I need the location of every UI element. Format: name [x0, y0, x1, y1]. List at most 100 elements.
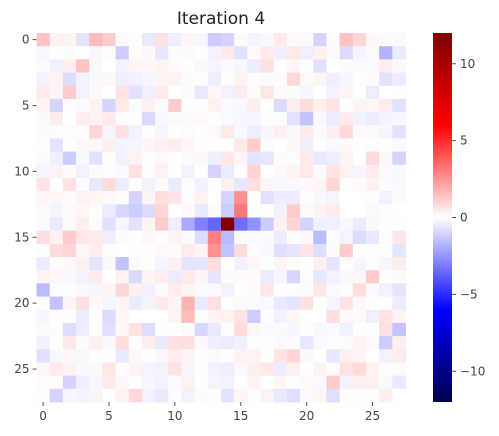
- x-tick-label: 0: [39, 409, 47, 423]
- heatmap-cell: [352, 204, 367, 218]
- heatmap-cell: [115, 125, 130, 139]
- heatmap-cell: [62, 230, 77, 245]
- heatmap-cell: [102, 85, 116, 100]
- heatmap-cell: [194, 217, 209, 232]
- heatmap-cell: [36, 336, 51, 350]
- heatmap-cell: [36, 151, 51, 166]
- heatmap-cell: [76, 85, 90, 100]
- heatmap-cell: [141, 322, 156, 337]
- heatmap-cell: [49, 336, 64, 350]
- heatmap-cell: [352, 177, 367, 192]
- heatmap-cell: [260, 322, 275, 337]
- heatmap-cell: [286, 177, 301, 192]
- heatmap-cell: [207, 243, 222, 258]
- heatmap-cell: [62, 388, 77, 403]
- heatmap-cell: [115, 257, 130, 271]
- heatmap-cell: [194, 204, 209, 218]
- heatmap-cell: [260, 375, 275, 390]
- heatmap-cell: [141, 33, 156, 47]
- heatmap-cell: [273, 33, 288, 47]
- heatmap-cell: [194, 112, 209, 126]
- heatmap-cell: [89, 270, 103, 284]
- heatmap-cell: [326, 33, 341, 47]
- heatmap-cell: [181, 33, 196, 47]
- heatmap-cell: [260, 98, 275, 113]
- heatmap-cell: [300, 204, 314, 218]
- heatmap-cell: [102, 98, 116, 113]
- heatmap-cell: [76, 138, 90, 153]
- heatmap-cell: [313, 336, 327, 350]
- heatmap-cell: [194, 270, 209, 284]
- heatmap-cell: [89, 125, 103, 139]
- heatmap-cell: [128, 164, 143, 179]
- heatmap-cell: [339, 309, 354, 324]
- heatmap-cell: [155, 230, 169, 245]
- heatmap-cell: [365, 98, 380, 113]
- heatmap-cell: [339, 191, 354, 205]
- heatmap-cell: [313, 177, 327, 192]
- heatmap-cell: [273, 349, 288, 363]
- heatmap-cell: [36, 375, 51, 390]
- heatmap-cell: [181, 204, 196, 218]
- heatmap-cell: [128, 85, 143, 100]
- heatmap-cell: [89, 85, 103, 100]
- heatmap-cell: [234, 388, 248, 403]
- heatmap-cell: [168, 125, 182, 139]
- heatmap-cell: [76, 164, 90, 179]
- heatmap-cell: [379, 230, 393, 245]
- heatmap-cell: [115, 322, 130, 337]
- heatmap-cell: [181, 164, 196, 179]
- heatmap-cell: [221, 388, 235, 403]
- heatmap-cell: [365, 217, 380, 232]
- heatmap-cell: [128, 349, 143, 363]
- heatmap-cell: [273, 322, 288, 337]
- heatmap-cell: [326, 349, 341, 363]
- heatmap-cell: [128, 270, 143, 284]
- heatmap-cell: [181, 388, 196, 403]
- heatmap-cell: [128, 388, 143, 403]
- heatmap-cell: [326, 125, 341, 139]
- heatmap-cell: [207, 270, 222, 284]
- heatmap-cell: [181, 322, 196, 337]
- heatmap-cell: [339, 33, 354, 47]
- heatmap-cell: [326, 98, 341, 113]
- heatmap-cell: [273, 151, 288, 166]
- heatmap-cell: [155, 217, 169, 232]
- heatmap-cell: [181, 362, 196, 377]
- heatmap-cell: [115, 191, 130, 205]
- heatmap-cell: [194, 164, 209, 179]
- heatmap-cell: [326, 217, 341, 232]
- heatmap-cell: [379, 98, 393, 113]
- heatmap-cell: [221, 322, 235, 337]
- heatmap-cell: [260, 362, 275, 377]
- heatmap-cell: [300, 217, 314, 232]
- heatmap-cell: [49, 151, 64, 166]
- heatmap-cell: [313, 151, 327, 166]
- heatmap-cell: [115, 270, 130, 284]
- heatmap-cell: [155, 72, 169, 87]
- heatmap-cell: [207, 151, 222, 166]
- heatmap-cell: [326, 362, 341, 377]
- heatmap-cell: [62, 33, 77, 47]
- heatmap-cell: [273, 283, 288, 297]
- heatmap-cell: [273, 257, 288, 271]
- heatmap-cell: [49, 138, 64, 153]
- heatmap-cell: [62, 283, 77, 297]
- heatmap-cell: [326, 204, 341, 218]
- heatmap-cell: [115, 138, 130, 153]
- heatmap-cell: [313, 375, 327, 390]
- heatmap-cell: [128, 217, 143, 232]
- heatmap-cell: [286, 388, 301, 403]
- heatmap-cell: [379, 270, 393, 284]
- heatmap-cell: [365, 349, 380, 363]
- heatmap-cell: [286, 362, 301, 377]
- heatmap-cell: [89, 98, 103, 113]
- heatmap-cell: [326, 72, 341, 87]
- heatmap-cell: [181, 138, 196, 153]
- heatmap-cell: [181, 98, 196, 113]
- heatmap-cell: [168, 283, 182, 297]
- heatmap-cell: [352, 362, 367, 377]
- heatmap-cell: [326, 243, 341, 258]
- heatmap-cell: [168, 362, 182, 377]
- heatmap-cell: [168, 217, 182, 232]
